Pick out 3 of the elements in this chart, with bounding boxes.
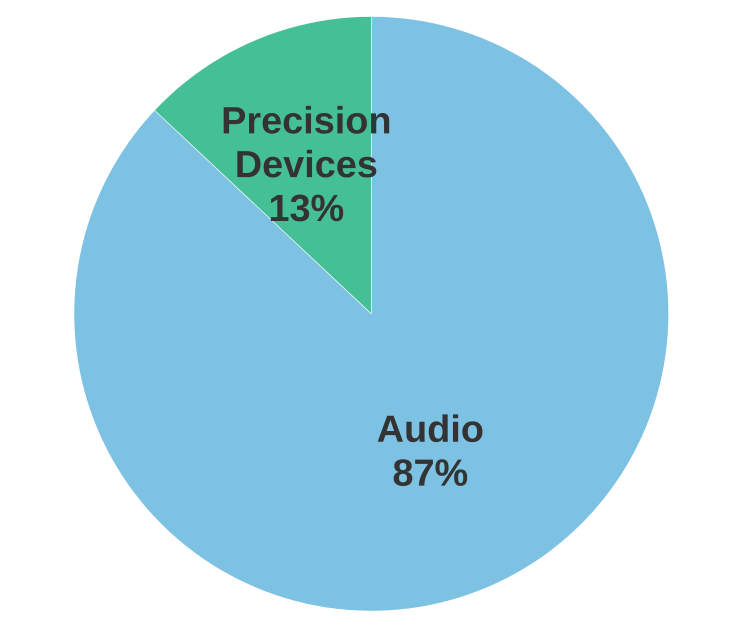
slice-label: Audio xyxy=(378,414,482,442)
data-label: 87% xyxy=(394,459,468,486)
data-label: 13% xyxy=(270,194,344,222)
